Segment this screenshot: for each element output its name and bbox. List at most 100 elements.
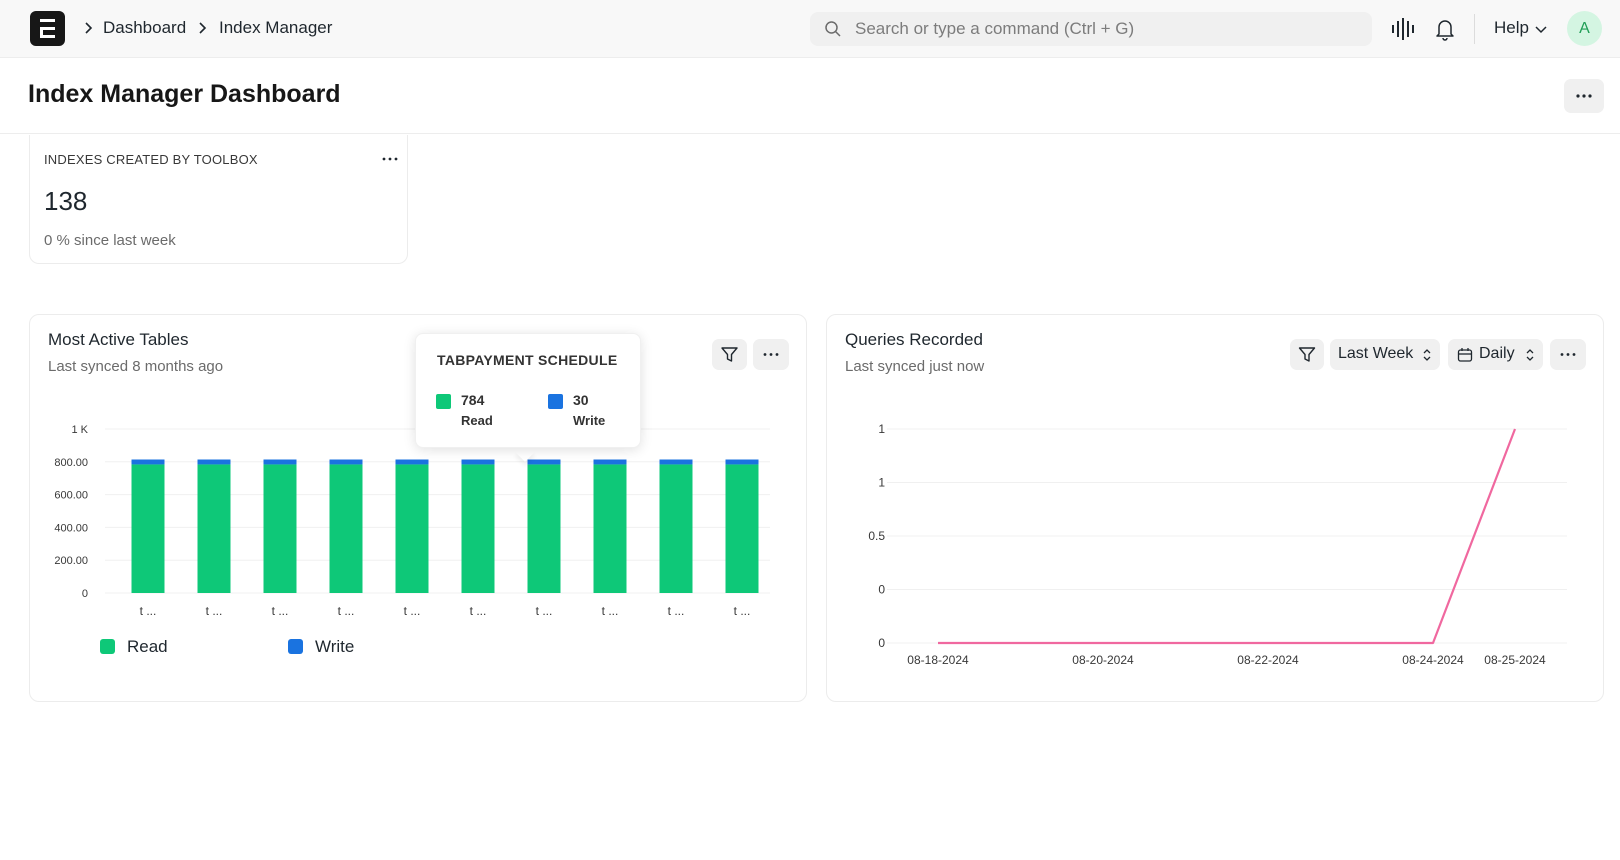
y-tick-label: 0 xyxy=(878,583,885,597)
interval-label: Daily xyxy=(1479,345,1515,362)
x-tick-label: t ... xyxy=(536,604,553,618)
interval-select[interactable]: Daily xyxy=(1448,339,1543,370)
y-tick-label: 600.00 xyxy=(54,490,88,502)
bar-write xyxy=(461,459,495,465)
waveform-icon[interactable] xyxy=(1390,16,1416,42)
legend-swatch-write xyxy=(288,639,303,654)
card-subtitle: Last synced just now xyxy=(845,358,985,375)
search-icon xyxy=(825,21,841,37)
x-tick-label: t ... xyxy=(668,604,685,618)
tooltip-title: TABPAYMENT SCHEDULE xyxy=(437,352,618,368)
chart-tooltip: TABPAYMENT SCHEDULE 784 Read 30 Write xyxy=(415,333,641,448)
more-icon[interactable] xyxy=(380,152,400,166)
legend-label-write: Write xyxy=(315,637,355,656)
bar-read xyxy=(725,464,759,593)
app-logo[interactable] xyxy=(30,11,65,46)
y-tick-label: 200.00 xyxy=(54,555,88,567)
avatar[interactable]: A xyxy=(1567,11,1602,46)
number-card-label: INDEXES CREATED BY TOOLBOX xyxy=(44,152,258,167)
bar-write xyxy=(593,459,627,465)
card-title: Most Active Tables xyxy=(48,330,189,349)
x-tick-label: t ... xyxy=(140,604,157,618)
legend-swatch-read xyxy=(100,639,115,654)
bell-icon[interactable] xyxy=(1434,17,1456,41)
page-title: Index Manager Dashboard xyxy=(28,80,341,108)
date-range-select[interactable]: Last Week xyxy=(1330,339,1440,370)
bar-write xyxy=(527,459,561,465)
card-subtitle: Last synced 8 months ago xyxy=(48,358,224,375)
tooltip-value-read: 784 xyxy=(461,392,485,408)
bar-write xyxy=(329,459,363,465)
bar-write xyxy=(659,459,693,465)
x-tick-label: t ... xyxy=(404,604,421,618)
tooltip-swatch-write xyxy=(548,394,563,409)
number-card-subtitle: 0 % since last week xyxy=(44,232,176,249)
more-icon xyxy=(1560,353,1576,356)
chevron-right-icon xyxy=(85,22,93,34)
select-arrows-icon xyxy=(1526,349,1534,361)
page-menu-button[interactable] xyxy=(1564,79,1604,113)
bar-read xyxy=(329,464,363,593)
navbar: Dashboard Index Manager Search or type a… xyxy=(0,0,1620,58)
card-menu-button[interactable] xyxy=(753,339,789,370)
chevron-down-icon[interactable] xyxy=(1535,24,1547,34)
y-tick-label: 800.00 xyxy=(54,457,88,469)
x-tick-label: t ... xyxy=(206,604,223,618)
filter-icon xyxy=(721,347,738,362)
bar-read xyxy=(263,464,297,593)
y-tick-label: 1 xyxy=(878,422,885,436)
help-menu[interactable]: Help xyxy=(1494,18,1529,37)
date-range-label: Last Week xyxy=(1338,345,1414,362)
bar-read xyxy=(593,464,627,593)
x-tick-label: t ... xyxy=(602,604,619,618)
x-tick-label: 08-22-2024 xyxy=(1237,653,1299,667)
y-tick-label: 0 xyxy=(82,588,88,600)
x-tick-label: t ... xyxy=(734,604,751,618)
line-chart: 0 0 0.5 1 1 08-18-2024 08-20-2024 08-22-2024 08-… xyxy=(868,422,1567,667)
card-title: Queries Recorded xyxy=(845,330,983,349)
page-header: Index Manager Dashboard xyxy=(0,58,1620,134)
x-tick-label: 08-24-2024 xyxy=(1402,653,1464,667)
y-tick-label: 1 K xyxy=(71,424,88,436)
y-tick-label: 400.00 xyxy=(54,522,88,534)
more-icon xyxy=(763,353,779,356)
breadcrumb-dashboard[interactable]: Dashboard xyxy=(103,18,187,37)
bar-read xyxy=(461,464,495,593)
bar-write xyxy=(131,459,165,465)
x-tick-label: 08-20-2024 xyxy=(1072,653,1134,667)
legend-label-read: Read xyxy=(127,637,168,656)
bar-read xyxy=(659,464,693,593)
bar-write xyxy=(395,459,429,465)
tooltip-label-write: Write xyxy=(573,413,606,428)
x-tick-label: t ... xyxy=(338,604,355,618)
navbar-divider xyxy=(1474,14,1475,44)
x-tick-label: 08-18-2024 xyxy=(907,653,969,667)
series-line xyxy=(938,428,1517,645)
number-card-value: 138 xyxy=(44,186,88,216)
chevron-right-icon xyxy=(199,22,207,34)
search-placeholder: Search or type a command (Ctrl + G) xyxy=(855,19,1135,38)
queries-recorded-card: Queries Recorded Last synced just now La… xyxy=(826,314,1604,702)
tooltip-swatch-read xyxy=(436,394,451,409)
bar-read xyxy=(395,464,429,593)
bar-write xyxy=(725,459,759,465)
bar-read xyxy=(197,464,231,593)
breadcrumb-index-manager[interactable]: Index Manager xyxy=(219,18,333,37)
calendar-icon xyxy=(1457,348,1473,362)
bar-read xyxy=(131,464,165,593)
search-input[interactable]: Search or type a command (Ctrl + G) xyxy=(810,12,1372,46)
y-tick-label: 1 xyxy=(878,476,885,490)
tooltip-label-read: Read xyxy=(461,413,493,428)
filter-button[interactable] xyxy=(1290,339,1324,370)
x-tick-label: 08-25-2024 xyxy=(1484,653,1546,667)
number-card: INDEXES CREATED BY TOOLBOX 138 0 % since… xyxy=(29,135,408,264)
filter-button[interactable] xyxy=(712,339,747,370)
bar-read xyxy=(527,464,561,593)
filter-icon xyxy=(1298,347,1316,362)
y-tick-label: 0.5 xyxy=(868,529,885,543)
y-tick-label: 0 xyxy=(878,636,885,650)
card-menu-button[interactable] xyxy=(1550,339,1586,370)
bar-write xyxy=(263,459,297,465)
bar-write xyxy=(197,459,231,465)
x-tick-label: t ... xyxy=(470,604,487,618)
